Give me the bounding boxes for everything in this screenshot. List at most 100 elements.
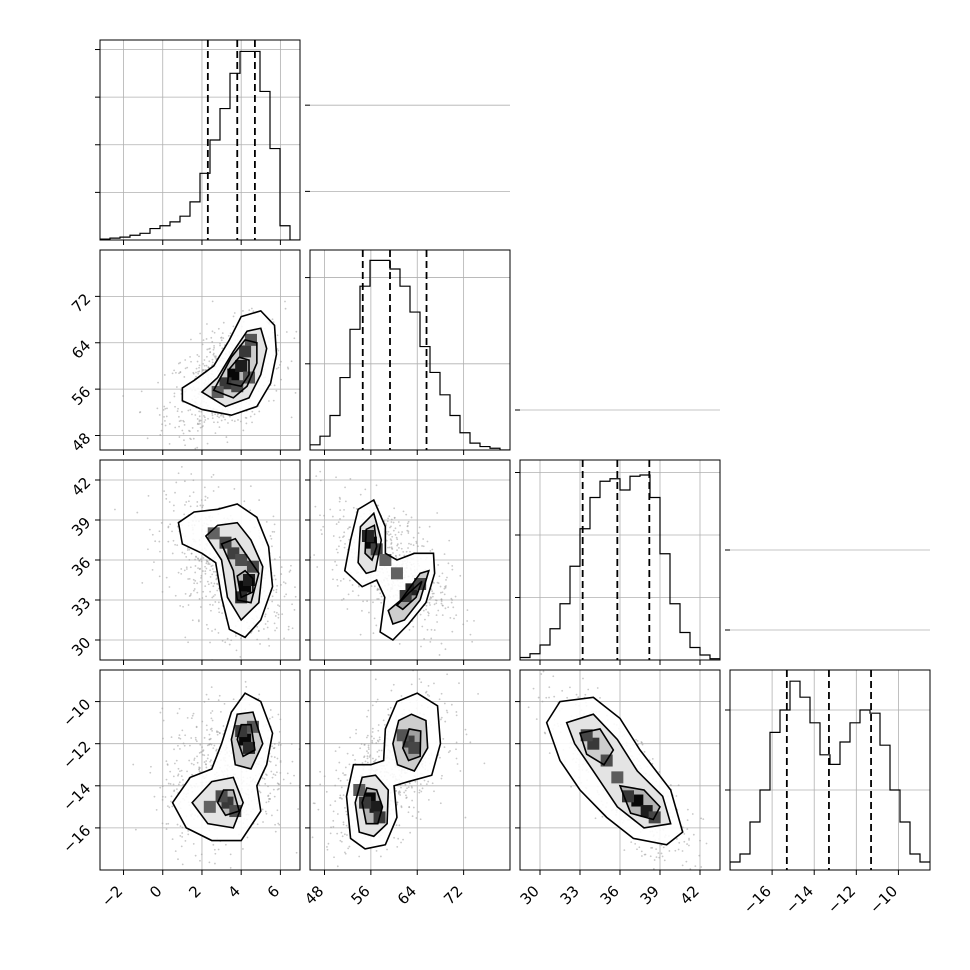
pair-4-point bbox=[372, 757, 374, 760]
pair-4-point bbox=[425, 783, 428, 785]
pair-1-point bbox=[199, 606, 202, 608]
pair-5-point bbox=[676, 838, 678, 840]
pair-4-point bbox=[378, 736, 381, 739]
pair-1-point bbox=[201, 506, 204, 509]
pair-5-point bbox=[669, 784, 672, 786]
pair-1-point bbox=[249, 485, 252, 488]
pair-2-point bbox=[387, 530, 390, 533]
pair-2-point bbox=[385, 539, 388, 542]
pair-0-point bbox=[220, 419, 223, 422]
pair-3-point bbox=[149, 771, 152, 774]
pair-4-point bbox=[443, 702, 446, 705]
pair-4-point bbox=[438, 698, 441, 701]
pair-0-point bbox=[183, 439, 185, 442]
pair-0-point bbox=[184, 359, 187, 361]
pair-1-point bbox=[208, 563, 211, 566]
pair-4-point bbox=[414, 780, 417, 783]
pair-4-point bbox=[345, 813, 348, 816]
pair-1-point bbox=[235, 649, 238, 652]
pair-1-point bbox=[214, 570, 217, 573]
pair-0-point bbox=[209, 347, 211, 350]
pair-1-point bbox=[192, 491, 195, 494]
pair-0-point bbox=[199, 419, 202, 422]
pair-0-point bbox=[182, 419, 185, 422]
pair-2-point bbox=[377, 598, 380, 600]
pair-1-point bbox=[206, 580, 209, 583]
pair-4-point bbox=[345, 810, 348, 813]
pair-1-point bbox=[186, 549, 189, 551]
pair-2-point bbox=[348, 579, 351, 582]
pair-4-point bbox=[312, 802, 315, 805]
pair-3-point bbox=[194, 736, 197, 739]
pair-2-density-base bbox=[344, 500, 435, 640]
pair-4-point bbox=[396, 803, 399, 806]
pair-1-point bbox=[185, 501, 188, 503]
pair-2-point bbox=[448, 539, 451, 542]
pair-4-point bbox=[415, 817, 418, 819]
pair-2-point bbox=[429, 598, 431, 600]
pair-2-point bbox=[398, 546, 400, 549]
pair-3-point bbox=[205, 766, 208, 769]
pair-2-point bbox=[422, 545, 425, 548]
pair-0-point bbox=[196, 353, 199, 356]
pair-4-point bbox=[459, 770, 462, 772]
pair-3-point bbox=[190, 773, 193, 776]
pair-2-point bbox=[344, 542, 346, 545]
pair-2-point bbox=[339, 579, 342, 582]
pair-3-point bbox=[214, 852, 217, 855]
pair-0-point bbox=[195, 375, 197, 378]
pair-0-point bbox=[218, 426, 221, 429]
pair-4-point bbox=[343, 833, 346, 836]
pair-2-point bbox=[424, 618, 426, 621]
pair-3-point bbox=[196, 761, 199, 764]
pair-2-point bbox=[451, 630, 454, 633]
pair-3-point bbox=[270, 814, 273, 817]
pair-0-point bbox=[217, 327, 220, 330]
pair-2-point bbox=[436, 621, 439, 623]
pair-0-point bbox=[211, 300, 214, 303]
pair-5-point bbox=[541, 700, 544, 703]
pair-2-point bbox=[466, 620, 469, 622]
pair-2-point bbox=[386, 520, 389, 523]
pair-0-point bbox=[211, 340, 214, 343]
pair-4-point bbox=[346, 752, 349, 755]
pair-1-point bbox=[221, 612, 224, 615]
pair-1-point bbox=[280, 583, 282, 586]
pair-1-point bbox=[217, 486, 220, 488]
pair-3-point bbox=[179, 825, 182, 828]
pair-2-point bbox=[390, 525, 392, 528]
pair-3-point bbox=[242, 848, 244, 850]
pair-3-point bbox=[271, 776, 274, 779]
pair-3-point bbox=[269, 792, 272, 795]
pair-0-point bbox=[194, 447, 197, 450]
pair-2-point bbox=[332, 578, 334, 581]
pair-1-point bbox=[206, 560, 209, 563]
pair-3-point bbox=[170, 800, 172, 803]
pair-1-point bbox=[183, 480, 186, 483]
pair-0-point bbox=[174, 405, 176, 408]
pair-3-point bbox=[162, 737, 164, 740]
pair-4-point bbox=[407, 811, 410, 814]
pair-1-point bbox=[287, 625, 290, 628]
pair-0-point bbox=[203, 359, 206, 361]
pair-4-point bbox=[455, 741, 458, 744]
pair-5-point bbox=[688, 839, 690, 841]
pair-3-point bbox=[265, 774, 268, 776]
pair-0-point bbox=[305, 396, 307, 398]
pair-5-contour-1 bbox=[565, 713, 672, 829]
pair-1-point bbox=[197, 557, 199, 560]
pair-1-point bbox=[274, 615, 277, 617]
pair-3-point bbox=[177, 774, 179, 777]
pair-0-point bbox=[280, 360, 282, 363]
pair-5-point bbox=[527, 706, 530, 709]
pair-2-point bbox=[373, 617, 376, 620]
pair-4-point bbox=[363, 755, 366, 758]
pair-2-point bbox=[368, 611, 370, 614]
pair-4-point bbox=[325, 790, 328, 793]
pair-1-point bbox=[187, 604, 190, 606]
pair-3-point bbox=[269, 709, 272, 711]
pair-4-point bbox=[406, 787, 408, 790]
pair-2-point bbox=[421, 625, 424, 628]
pair-4-point bbox=[358, 855, 361, 858]
